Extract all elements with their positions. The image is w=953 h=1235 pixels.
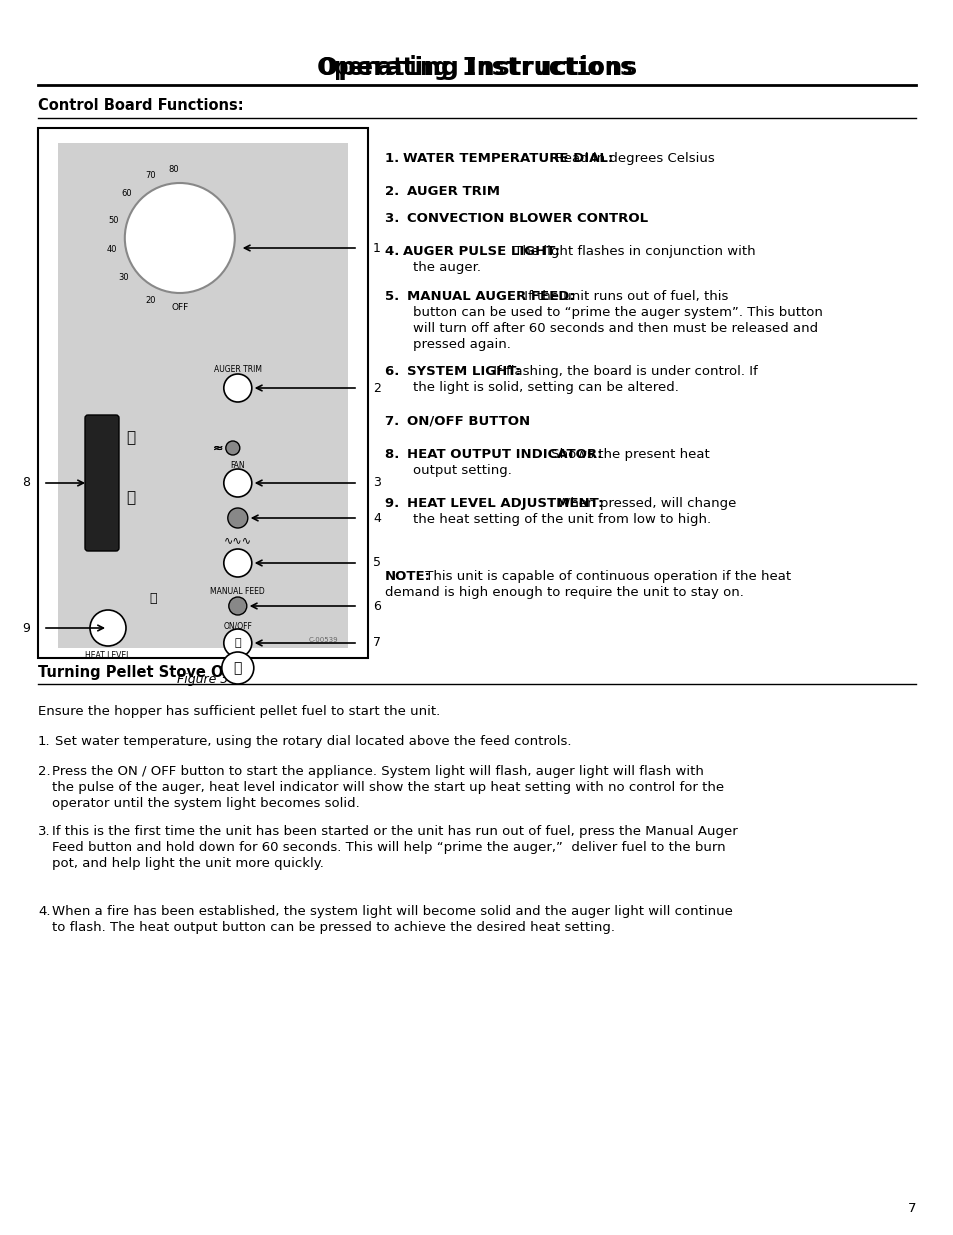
Text: The light flashes in conjunction with: The light flashes in conjunction with [510,245,755,258]
Text: Feed button and hold down for 60 seconds. This will help “prime the auger,”  del: Feed button and hold down for 60 seconds… [52,841,725,853]
Text: AUGER PULSE LIGHT:: AUGER PULSE LIGHT: [402,245,559,258]
Text: If this is the first time the unit has been started or the unit has run out of f: If this is the first time the unit has b… [52,825,737,839]
Text: pot, and help light the unit more quickly.: pot, and help light the unit more quickl… [52,857,323,869]
Text: 🔥: 🔥 [127,490,135,505]
Text: 30: 30 [118,273,129,282]
Text: 8: 8 [22,477,30,489]
Text: operator until the system light becomes solid.: operator until the system light becomes … [52,797,359,810]
Text: 5: 5 [373,557,380,569]
Text: 2.: 2. [385,185,408,198]
Text: 5.: 5. [385,290,408,303]
Text: MANUAL AUGER FEED:: MANUAL AUGER FEED: [407,290,574,303]
Text: AUGER TRIM: AUGER TRIM [407,185,499,198]
Text: 50: 50 [108,216,118,225]
Text: ⏻: ⏻ [234,638,241,648]
Text: If flashing, the board is under control. If: If flashing, the board is under control.… [489,366,757,378]
Text: When a fire has been established, the system light will become solid and the aug: When a fire has been established, the sy… [52,905,732,918]
Text: If the unit runs out of fuel, this: If the unit runs out of fuel, this [519,290,727,303]
Text: the heat setting of the unit from low to high.: the heat setting of the unit from low to… [413,513,710,526]
Text: 8.: 8. [385,448,408,461]
Text: Operating Instructions: Operating Instructions [316,56,637,80]
Text: Figure 3: Figure 3 [177,673,229,687]
Text: WATER TEMPERATURE DIAL:: WATER TEMPERATURE DIAL: [402,152,613,165]
Text: ∿∿∿: ∿∿∿ [224,535,252,545]
Text: 2.: 2. [38,764,51,778]
Text: the auger.: the auger. [413,261,480,274]
Circle shape [224,629,252,657]
Text: Set water temperature, using the rotary dial located above the feed controls.: Set water temperature, using the rotary … [55,735,571,748]
Text: ON/OFF: ON/OFF [223,621,252,631]
Text: 4.: 4. [38,905,51,918]
Text: ≈: ≈ [213,441,223,454]
Text: When pressed, will change: When pressed, will change [553,496,736,510]
Text: HEAT LEVEL: HEAT LEVEL [85,652,131,661]
Text: 6.: 6. [385,366,408,378]
Text: 3: 3 [373,477,380,489]
Text: 3.: 3. [385,212,408,225]
Text: NOTE:: NOTE: [385,571,431,583]
Text: 6: 6 [373,599,380,613]
Text: the light is solid, setting can be altered.: the light is solid, setting can be alter… [413,382,679,394]
Circle shape [90,610,126,646]
Circle shape [226,441,239,454]
Circle shape [221,652,253,684]
Text: Press the ON / OFF button to start the appliance. System light will flash, auger: Press the ON / OFF button to start the a… [52,764,703,778]
Text: 9: 9 [22,621,30,635]
Text: 70: 70 [145,170,155,180]
Text: 2: 2 [373,382,380,394]
Text: 1.: 1. [38,735,51,748]
Text: This unit is capable of continuous operation if the heat: This unit is capable of continuous opera… [420,571,790,583]
FancyBboxPatch shape [85,415,119,551]
Text: 🔥: 🔥 [127,431,135,446]
Text: Ensure the hopper has sufficient pellet fuel to start the unit.: Ensure the hopper has sufficient pellet … [38,705,439,718]
Circle shape [125,183,234,293]
Text: Turning Pellet Stove On:: Turning Pellet Stove On: [38,664,239,679]
Text: Read in degrees Celsius: Read in degrees Celsius [551,152,714,165]
Text: HEAT OUTPUT INDICATOR:: HEAT OUTPUT INDICATOR: [407,448,602,461]
Text: 20: 20 [145,296,155,305]
Text: demand is high enough to require the unit to stay on.: demand is high enough to require the uni… [385,585,743,599]
Text: CONVECTION BLOWER CONTROL: CONVECTION BLOWER CONTROL [407,212,647,225]
Text: MANUAL FEED: MANUAL FEED [211,587,265,595]
Text: 7: 7 [906,1202,915,1214]
Text: 80: 80 [169,164,179,174]
Circle shape [224,469,252,496]
Text: 40: 40 [107,246,117,254]
Text: the pulse of the auger, heat level indicator will show the start up heat setting: the pulse of the auger, heat level indic… [52,781,723,794]
Text: FAN: FAN [231,461,245,469]
Text: 🔥: 🔥 [149,592,156,604]
Text: 3.: 3. [38,825,51,839]
Text: 60: 60 [121,189,132,198]
Text: 1.: 1. [385,152,403,165]
Text: button can be used to “prime the auger system”. This button: button can be used to “prime the auger s… [413,306,822,319]
Text: ≈: ≈ [213,441,223,454]
Text: ⏻: ⏻ [233,661,242,676]
Text: Shows the present heat: Shows the present heat [546,448,709,461]
Text: C-00539: C-00539 [308,637,337,643]
Circle shape [224,374,252,403]
Text: 4: 4 [373,511,380,525]
Text: output setting.: output setting. [413,464,512,477]
Text: 9.: 9. [385,496,408,510]
FancyBboxPatch shape [38,128,368,658]
Circle shape [224,550,252,577]
Text: to flash. The heat output button can be pressed to achieve the desired heat sett: to flash. The heat output button can be … [52,921,615,934]
Text: Control Board Functions:: Control Board Functions: [38,98,243,112]
Text: AUGER TRIM: AUGER TRIM [213,366,261,374]
Text: ON/OFF BUTTON: ON/OFF BUTTON [407,415,530,429]
Text: ≈: ≈ [213,441,223,454]
Text: 7.: 7. [385,415,408,429]
Circle shape [229,597,247,615]
Text: 1: 1 [373,242,380,254]
Text: will turn off after 60 seconds and then must be released and: will turn off after 60 seconds and then … [413,322,818,335]
Text: OFF: OFF [171,303,189,311]
FancyBboxPatch shape [58,143,348,648]
Text: HEAT LEVEL ADJUSTMENT:: HEAT LEVEL ADJUSTMENT: [407,496,602,510]
Text: 7: 7 [373,636,380,650]
Text: Operating Instructions: Operating Instructions [320,56,633,80]
Circle shape [228,508,248,529]
Text: 4.: 4. [385,245,403,258]
Text: pressed again.: pressed again. [413,338,511,351]
Text: SYSTEM LIGHT:: SYSTEM LIGHT: [407,366,520,378]
